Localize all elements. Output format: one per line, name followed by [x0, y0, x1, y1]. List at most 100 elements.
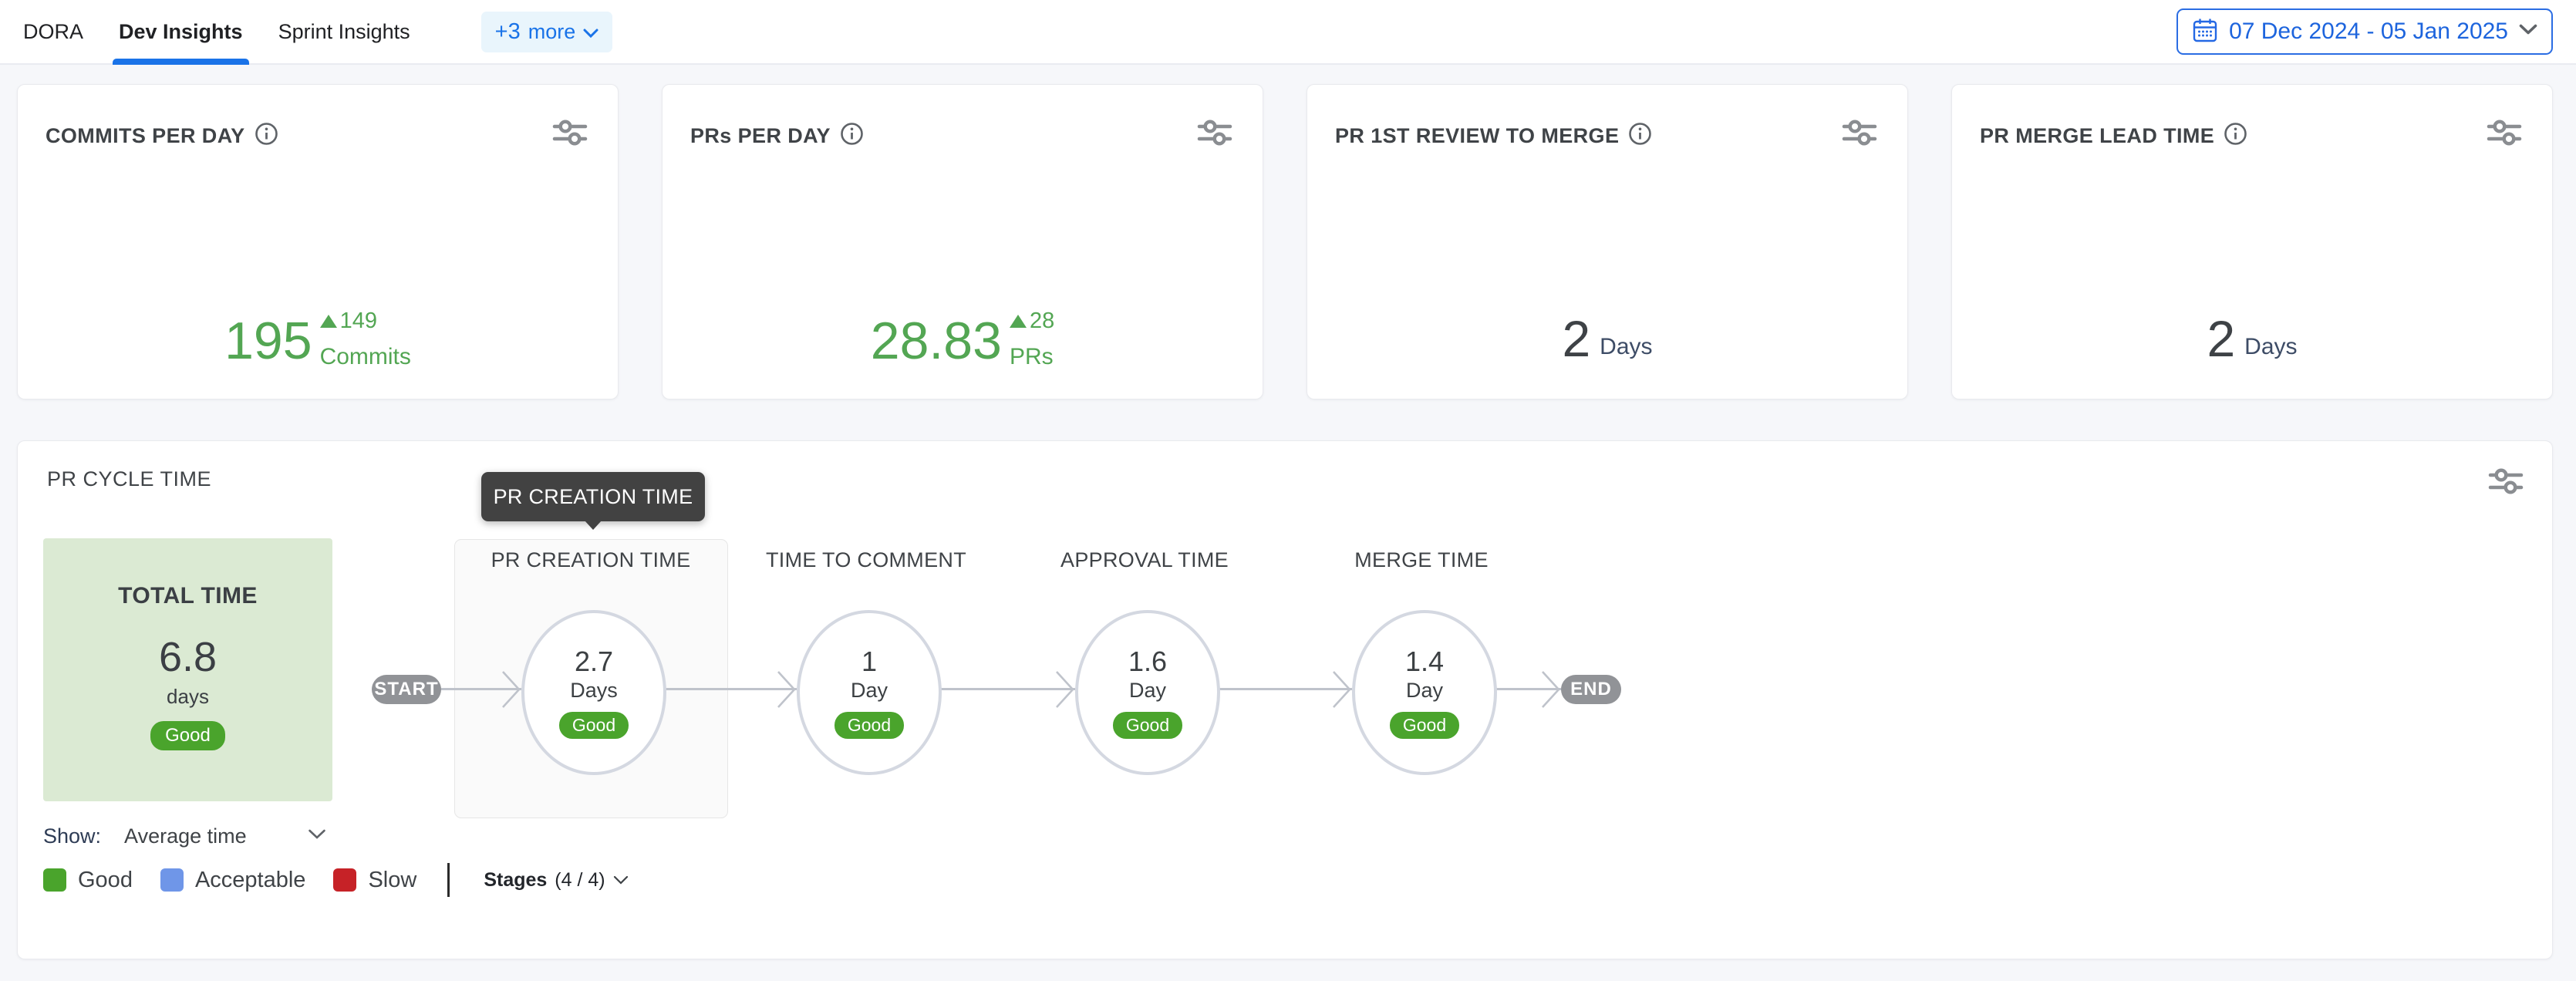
pr-merge-lead-time-card: PR MERGE LEAD TIME 2 Days: [1951, 84, 2553, 399]
flow-connector: [441, 688, 521, 690]
tab-dora[interactable]: DORA: [23, 19, 84, 43]
card-title: PRs PER DAY: [690, 123, 831, 147]
info-icon[interactable]: [840, 122, 864, 150]
legend-good-swatch: [43, 868, 66, 892]
total-time-box: TOTAL TIME 6.8 days Good: [43, 538, 332, 801]
show-selector-row: Show: Average time: [43, 821, 332, 851]
metric-value-group: 2 Days: [1307, 313, 1907, 364]
prs-per-day-card: PRs PER DAY 28.83 28 PRs: [662, 84, 1263, 399]
card-settings-button[interactable]: [1841, 116, 1878, 151]
stage-value: 1.6: [1128, 646, 1168, 677]
show-value-dropdown[interactable]: Average time: [124, 824, 247, 848]
stage-tooltip: PR CREATION TIME: [481, 472, 705, 521]
metric-value: 2: [1562, 310, 1591, 367]
flow-arrow-icon: [1542, 671, 1560, 708]
stage-node-approval-time[interactable]: 1.6 Day Good: [1075, 610, 1220, 775]
status-badge: Good: [558, 712, 629, 739]
chevron-down-icon: [2519, 24, 2537, 39]
flow-connector: [1491, 688, 1561, 690]
legend-acceptable-swatch: [160, 868, 184, 892]
pr-first-review-to-merge-card: PR 1ST REVIEW TO MERGE 2 Days: [1307, 84, 1908, 399]
card-title: PR MERGE LEAD TIME: [1980, 123, 2215, 147]
status-badge: Good: [150, 721, 225, 750]
info-icon[interactable]: [1628, 122, 1652, 150]
stage-unit: Day: [1128, 679, 1166, 702]
total-time-value: 6.8: [158, 634, 217, 680]
legend-acceptable-label: Acceptable: [194, 867, 306, 892]
stage-title: PR CREATION TIME: [491, 548, 691, 571]
metric-delta: 28: [1009, 308, 1054, 334]
total-time-label: TOTAL TIME: [118, 583, 258, 608]
stage-node-pr-creation-time[interactable]: 2.7 Days Good: [521, 610, 666, 775]
legend-divider: [447, 863, 450, 897]
stages-filter-count: (4 / 4): [555, 868, 605, 891]
stage-unit: Days: [570, 679, 618, 702]
chevron-down-icon[interactable]: [308, 829, 326, 844]
card-title: COMMITS PER DAY: [46, 123, 245, 147]
flow-arrow-icon: [1333, 671, 1351, 708]
metric-unit: Days: [1600, 334, 1653, 359]
stage-value: 1: [861, 646, 878, 677]
metric-value: 195: [224, 312, 312, 370]
card-settings-button[interactable]: [2487, 464, 2524, 500]
more-tabs-count: +3: [494, 19, 521, 44]
more-tabs-label: more: [528, 19, 576, 43]
date-range-picker[interactable]: 07 Dec 2024 - 05 Jan 2025: [2176, 8, 2553, 55]
card-settings-button[interactable]: [2486, 116, 2523, 151]
stage-node-time-to-comment[interactable]: 1 Day Good: [797, 610, 942, 775]
status-badge: Good: [1389, 712, 1460, 739]
stage-title: MERGE TIME: [1354, 548, 1489, 571]
info-icon[interactable]: [2224, 122, 2247, 150]
dashboard-tabs: DORA Dev Insights Sprint Insights +3 mor…: [23, 0, 613, 65]
flow-connector: [660, 688, 797, 690]
total-time-unit: days: [167, 685, 209, 708]
stage-value: 2.7: [574, 646, 614, 677]
card-settings-button[interactable]: [551, 116, 588, 151]
increase-arrow-icon: [319, 315, 337, 328]
card-settings-button[interactable]: [1196, 116, 1233, 151]
stage-title: TIME TO COMMENT: [766, 548, 966, 571]
chevron-down-icon: [583, 20, 598, 44]
flow-start-pill: START: [372, 675, 441, 704]
metric-value-group: 28.83 28 PRs: [663, 308, 1263, 370]
card-title: PR 1ST REVIEW TO MERGE: [1335, 123, 1620, 147]
tab-sprint-insights[interactable]: Sprint Insights: [278, 19, 410, 43]
metric-value-group: 195 149 Commits: [18, 308, 618, 370]
metric-delta: 149: [319, 308, 411, 334]
flow-arrow-icon: [502, 671, 521, 708]
stages-filter-label: Stages: [484, 868, 548, 891]
stage-node-merge-time[interactable]: 1.4 Day Good: [1352, 610, 1497, 775]
legend-slow-label: Slow: [368, 867, 417, 892]
status-badge: Good: [834, 712, 905, 739]
flow-arrow-icon: [1056, 671, 1074, 708]
date-range-text: 07 Dec 2024 - 05 Jan 2025: [2229, 19, 2508, 44]
flow-arrow-icon: [777, 671, 796, 708]
metric-unit: Days: [2244, 334, 2298, 359]
flow-connector: [1214, 688, 1352, 690]
legend-row: Good Acceptable Slow Stages (4 / 4): [43, 863, 629, 897]
show-label: Show:: [43, 824, 102, 848]
metric-unit: Commits: [319, 344, 411, 369]
flow-connector: [936, 688, 1075, 690]
stage-unit: Day: [850, 679, 888, 702]
calendar-icon: [2192, 17, 2218, 47]
info-icon[interactable]: [255, 122, 278, 150]
pr-cycle-time-title: PR CYCLE TIME: [47, 467, 212, 490]
stage-title: APPROVAL TIME: [1060, 548, 1229, 571]
legend-slow-swatch: [333, 868, 357, 892]
metric-unit: PRs: [1009, 344, 1054, 369]
top-navigation: DORA Dev Insights Sprint Insights +3 mor…: [0, 0, 2576, 65]
tab-dev-insights[interactable]: Dev Insights: [113, 0, 249, 65]
stages-filter-dropdown[interactable]: Stages (4 / 4): [484, 869, 628, 892]
legend-good-label: Good: [78, 867, 133, 892]
metric-value: 28.83: [870, 312, 1002, 370]
increase-arrow-icon: [1009, 315, 1027, 328]
metric-value: 2: [2207, 310, 2236, 367]
more-tabs-chip[interactable]: +3 more: [480, 11, 613, 52]
status-badge: Good: [1112, 712, 1183, 739]
stage-value: 1.4: [1404, 646, 1445, 677]
pr-cycle-time-card: PR CYCLE TIME PR CREATION TIME TOTAL TIM…: [17, 440, 2553, 959]
stage-unit: Day: [1405, 679, 1443, 702]
flow-end-pill: END: [1561, 675, 1621, 704]
